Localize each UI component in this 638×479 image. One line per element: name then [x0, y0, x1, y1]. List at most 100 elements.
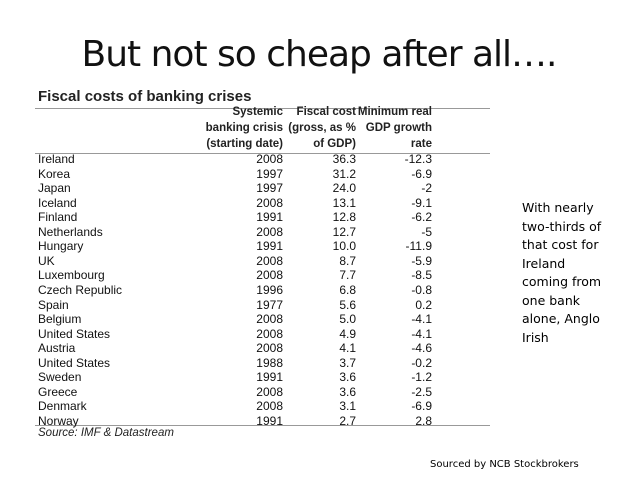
value-cell: -5 — [421, 224, 432, 239]
value-cell: 1991 — [256, 210, 283, 225]
footer: Sourced by NCB Stockbrokers — [430, 459, 579, 470]
value-cell: 13.1 — [332, 195, 356, 210]
value-cell: 6.8 — [339, 282, 356, 297]
slide-title: But not so cheap after all…. — [81, 34, 558, 75]
value-cell: 2008 — [256, 312, 283, 327]
value-cell: 2008 — [256, 341, 283, 356]
value-cell: 1991 — [256, 413, 283, 428]
value-cell: 4.9 — [339, 326, 356, 341]
country-cell: Luxembourg — [38, 268, 105, 283]
value-cell: -4.6 — [411, 341, 432, 356]
value-cell: -4.1 — [411, 326, 432, 341]
value-cell: 2.7 — [339, 413, 356, 428]
country-cell: UK — [38, 253, 55, 268]
country-cell: Norway — [38, 413, 79, 428]
value-cell: 1997 — [256, 166, 283, 181]
value-cell: 1988 — [256, 355, 283, 370]
value-cell: 2008 — [256, 384, 283, 399]
note-line: alone, Anglo — [522, 311, 600, 326]
side-note: With nearly two-thirds of that cost for Ire… — [522, 199, 601, 347]
country-cell: Czech Republic — [38, 282, 123, 297]
source: Source: IMF & Datastream — [38, 427, 174, 439]
value-cell: -5.9 — [411, 253, 432, 268]
value-cell: 2008 — [256, 253, 283, 268]
value-cell: 2008 — [256, 268, 283, 283]
country-cell: Ireland — [38, 152, 75, 166]
value-cell: 2008 — [256, 195, 283, 210]
value-cell: -2 — [421, 181, 432, 196]
country-cell: Finland — [38, 210, 78, 225]
value-cell: 2.8 — [415, 413, 432, 428]
value-cell: 36.3 — [332, 152, 356, 166]
value-cell: 2008 — [256, 152, 283, 166]
note-line: Ireland — [522, 255, 566, 271]
value-cell: 5.0 — [339, 312, 356, 327]
value-cell: -6.9 — [411, 166, 432, 181]
note-line: one bank — [522, 292, 580, 308]
column-header: rate — [410, 138, 432, 150]
column-header: Minimum real — [357, 106, 432, 118]
value-cell: 1996 — [256, 282, 283, 297]
value-cell: 10.0 — [332, 239, 356, 254]
value-cell: 2008 — [256, 224, 283, 239]
value-cell: 4.1 — [339, 341, 356, 356]
note-line: two-thirds of — [522, 218, 602, 234]
value-cell: 1977 — [256, 297, 283, 312]
value-cell: 12.7 — [332, 224, 356, 239]
value-cell: -11.9 — [405, 239, 432, 254]
country-cell: United States — [38, 355, 111, 370]
value-cell: -6.9 — [411, 399, 432, 414]
value-cell: 0.2 — [415, 297, 432, 312]
country-cell: Korea — [38, 166, 71, 181]
country-cell: United States — [38, 326, 111, 341]
value-cell: 1991 — [256, 239, 283, 254]
value-cell: 31.2 — [332, 166, 356, 181]
country-cell: Belgium — [38, 312, 82, 327]
value-cell: 1991 — [256, 370, 283, 385]
country-cell: Sweden — [38, 370, 82, 385]
column-header: (gross, as % — [288, 122, 356, 134]
note-line: Irish — [522, 329, 549, 345]
value-cell: -0.8 — [411, 282, 432, 297]
value-cell: 3.6 — [339, 384, 356, 399]
value-cell: -6.2 — [411, 210, 432, 225]
value-cell: 3.6 — [339, 370, 356, 385]
country-cell: Hungary — [38, 239, 84, 254]
value-cell: -8.5 — [411, 268, 432, 283]
rule — [35, 425, 490, 426]
country-cell: Greece — [38, 384, 78, 399]
value-cell: -2.5 — [411, 384, 432, 399]
value-cell: 5.6 — [339, 297, 356, 312]
column-header: GDP growth — [365, 122, 432, 134]
value-cell: 3.7 — [339, 355, 356, 370]
country-cell: Netherlands — [38, 224, 103, 239]
table-title: Fiscal costs of banking crises — [38, 88, 252, 105]
country-cell: Japan — [38, 181, 71, 196]
rule — [35, 108, 490, 109]
value-cell: -9.1 — [411, 195, 432, 210]
value-cell: -0.2 — [411, 355, 432, 370]
value-cell: 1997 — [256, 181, 283, 196]
rule — [35, 153, 490, 154]
column-header: banking crisis — [205, 122, 283, 134]
country-cell: Iceland — [38, 195, 77, 210]
value-cell: 2008 — [256, 399, 283, 414]
column-header: (starting date) — [206, 138, 283, 150]
column-header: Fiscal cost — [296, 106, 356, 118]
note-line: coming from — [522, 274, 602, 289]
note-line: With nearly — [522, 200, 594, 215]
note-line: that cost for — [522, 237, 599, 252]
column-header: of GDP) — [313, 138, 356, 150]
value-cell: 7.7 — [339, 268, 356, 283]
value-cell: 24.0 — [332, 181, 356, 196]
column-header: Systemic — [232, 106, 283, 118]
value-cell: 8.7 — [339, 253, 356, 268]
value-cell: -1.2 — [411, 370, 432, 385]
value-cell: -4.1 — [411, 312, 432, 327]
value-cell: -12.3 — [404, 152, 432, 166]
country-cell: Denmark — [38, 399, 87, 414]
value-cell: 3.1 — [339, 399, 356, 414]
value-cell: 2008 — [256, 326, 283, 341]
country-cell: Spain — [38, 297, 69, 312]
